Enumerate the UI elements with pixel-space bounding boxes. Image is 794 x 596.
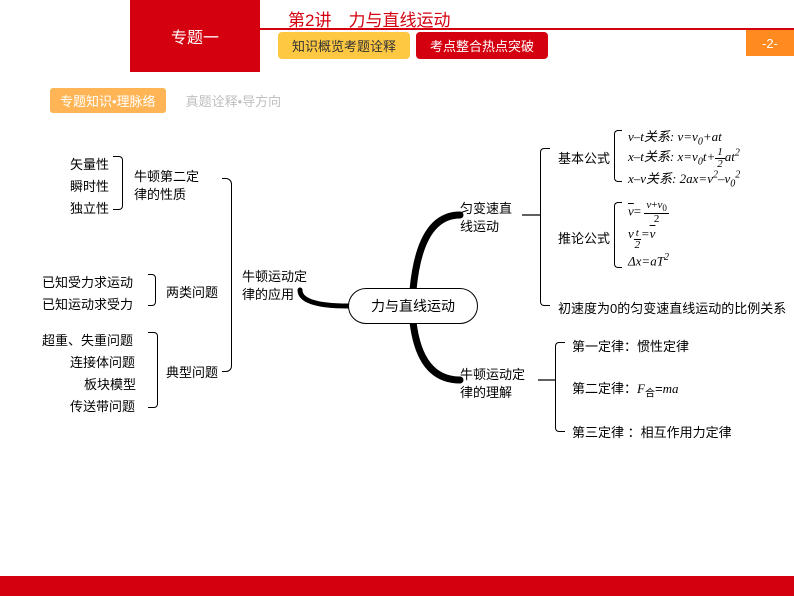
leaf-belt: 传送带问题 (70, 396, 135, 415)
law3: 第三定律 ：相互作用力定律 (572, 422, 732, 441)
lecture-title: 第2讲 力与直线运动 (260, 0, 794, 31)
leaf-connected: 连接体问题 (70, 352, 135, 371)
center-node: 力与直线运动 (348, 288, 478, 324)
subtab-questions[interactable]: 真题诠释•导方向 (176, 88, 292, 113)
footer-bar (0, 576, 794, 596)
leaf-force-motion: 已知受力求运动 (42, 272, 133, 291)
branch-newton-understand: 牛顿运动定律的理解 (460, 366, 525, 402)
branch-uniform: 匀变速直线运动 (460, 200, 512, 236)
formula-xt: x–t关系: x=v0t+12at2 (628, 146, 740, 170)
law2: 第二定律：F合=ma (572, 378, 678, 400)
tabs: 知识概览考题诠释 考点整合热点突破 (278, 32, 548, 59)
group-newton2: 牛顿第二定律的性质 (134, 168, 199, 204)
formula-dx: Δx=aT2 (628, 252, 669, 269)
formula-vt: v–t关系: v=v0+at (628, 126, 722, 148)
concept-map: 矢量性 瞬时性 独立性 牛顿第二定律的性质 已知受力求运动 已知运动求受力 两类… (0, 120, 794, 550)
sub-derived: 推论公式 (558, 228, 610, 247)
leaf-block: 板块模型 (84, 374, 136, 393)
hub-newton-app: 牛顿运动定律的应用 (242, 268, 307, 304)
subtab-knowledge[interactable]: 专题知识•理脉络 (50, 88, 166, 113)
topic-badge: 专题一 (130, 0, 260, 72)
leaf-motion-force: 已知运动求受力 (42, 294, 133, 313)
leaf-weight: 超重、失重问题 (42, 330, 133, 349)
tab-knowledge[interactable]: 知识概览考题诠释 (278, 32, 410, 59)
tab-points[interactable]: 考点整合热点突破 (416, 32, 548, 59)
law1: 第一定律：惯性定律 (572, 336, 689, 355)
leaf-independent: 独立性 (70, 198, 109, 217)
sub-basic: 基本公式 (558, 148, 610, 167)
group-typical: 典型问题 (166, 362, 218, 381)
leaf-vector: 矢量性 (70, 154, 109, 173)
subtabs: 专题知识•理脉络 真题诠释•导方向 (50, 88, 291, 113)
formula-xv: x–v关系: 2ax=v2–v02 (628, 168, 740, 190)
page-number: -2- (746, 30, 794, 56)
group-two-types: 两类问题 (166, 282, 218, 301)
formula-vt2: vt2=v (628, 226, 655, 251)
leaf-instant: 瞬时性 (70, 176, 109, 195)
formula-vbar: v= v+v02 (628, 200, 669, 225)
sub-ratio: 初速度为0的匀变速直线运动的比例关系 (558, 298, 786, 317)
divider (260, 28, 794, 30)
